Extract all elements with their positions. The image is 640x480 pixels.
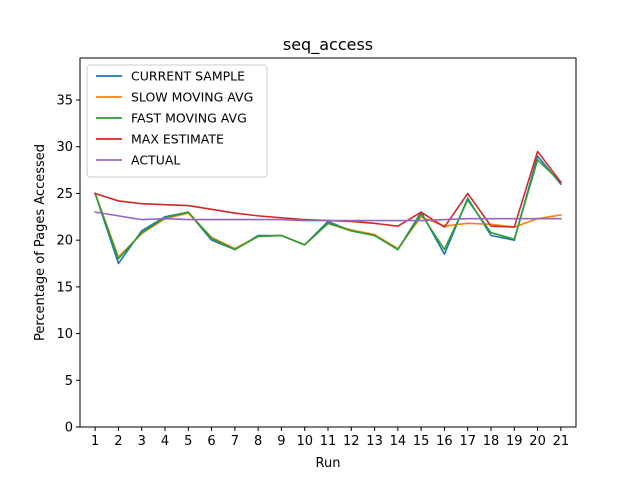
series-layer (94, 150, 562, 265)
chart-title: seq_access (283, 35, 373, 55)
y-tick-label: 35 (56, 94, 73, 109)
y-tick-label: 15 (56, 280, 73, 295)
legend-label-slow-moving-avg: SLOW MOVING AVG (131, 90, 253, 105)
x-tick-label: 5 (184, 434, 192, 449)
x-tick-label: 16 (436, 434, 453, 449)
legend-label-actual: ACTUAL (131, 153, 180, 168)
x-tick-label: 1 (91, 434, 99, 449)
x-tick-label: 3 (138, 434, 146, 449)
x-tick-label: 14 (390, 434, 407, 449)
x-tick-label: 13 (366, 434, 383, 449)
legend-label-max-estimate: MAX ESTIMATE (131, 132, 224, 147)
x-tick-label: 6 (207, 434, 215, 449)
x-tick-label: 10 (296, 434, 313, 449)
y-tick-label: 10 (56, 327, 73, 342)
x-tick-label: 15 (413, 434, 430, 449)
x-tick-label: 19 (506, 434, 523, 449)
y-tick-label: 5 (65, 374, 73, 389)
x-tick-label: 4 (161, 434, 169, 449)
x-tick-label: 17 (459, 434, 476, 449)
x-axis-label: Run (316, 456, 341, 471)
x-tick-label: 7 (231, 434, 239, 449)
legend: CURRENT SAMPLE SLOW MOVING AVG FAST MOVING… (86, 64, 268, 178)
legend-label-current-sample: CURRENT SAMPLE (131, 69, 245, 84)
x-tick-label: 11 (320, 434, 337, 449)
y-tick-label: 20 (56, 234, 73, 249)
x-tick-label: 2 (114, 434, 122, 449)
x-tick-label: 8 (254, 434, 262, 449)
x-tick-label: 12 (343, 434, 360, 449)
series-line-fast-moving-avg (94, 159, 562, 260)
series-line-actual (94, 211, 562, 222)
y-tick-label: 30 (56, 140, 73, 155)
legend-label-fast-moving-avg: FAST MOVING AVG (131, 111, 247, 126)
x-tick-label: 9 (277, 434, 285, 449)
x-tick-label: 18 (483, 434, 500, 449)
x-tick-label: 21 (553, 434, 570, 449)
y-axis-label: Percentage of Pages Accessed (33, 144, 48, 341)
plot-frame (79, 57, 577, 428)
legend-box (86, 64, 268, 178)
y-tick-label: 25 (56, 187, 73, 202)
x-tick-label: 20 (529, 434, 546, 449)
y-tick-label: 0 (65, 421, 73, 436)
